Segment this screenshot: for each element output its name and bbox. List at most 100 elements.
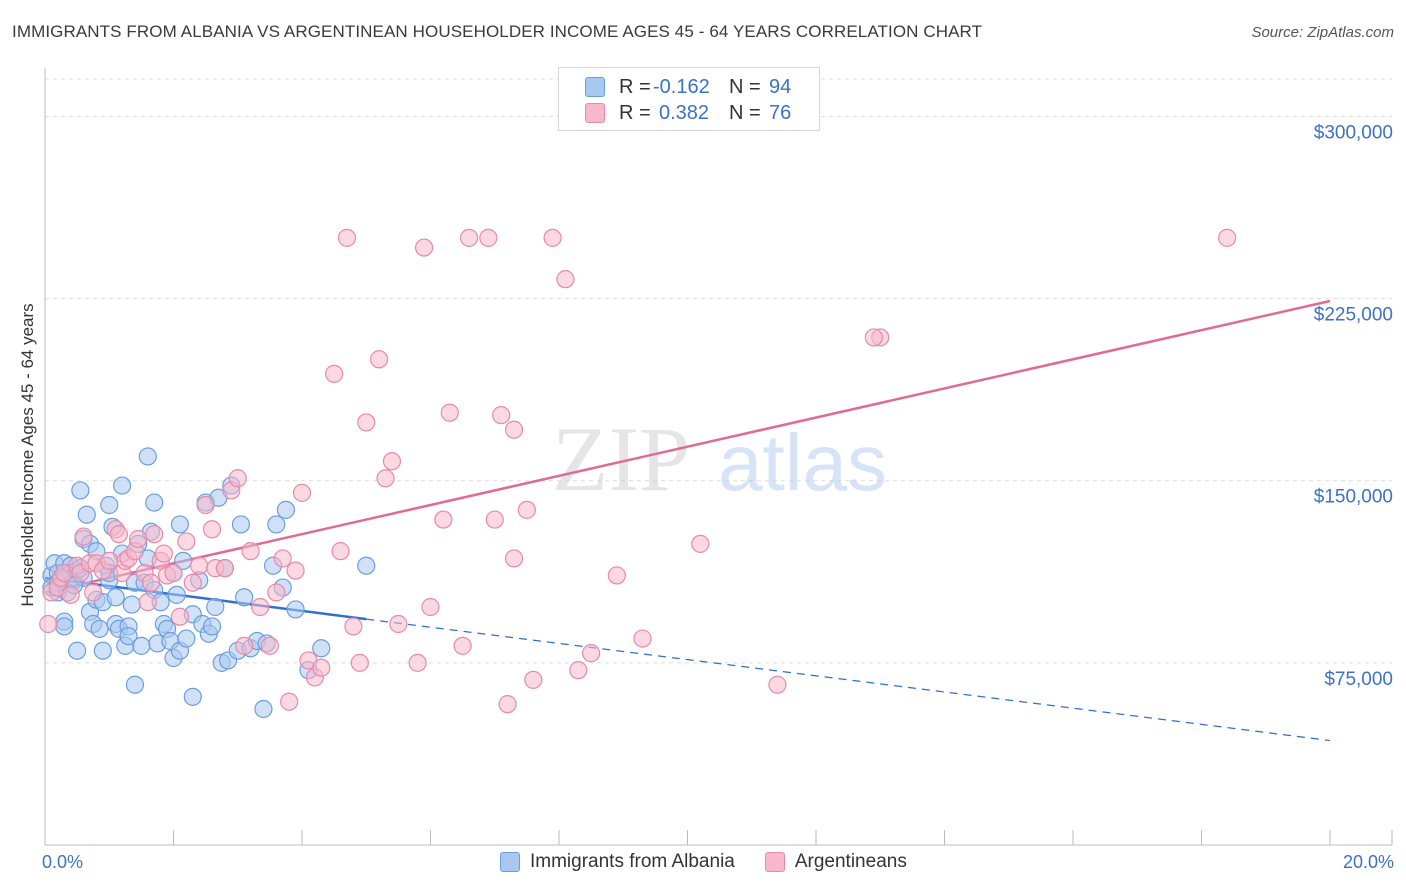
y-tick-label: $75,000 — [1324, 669, 1393, 690]
legend-swatch-blue — [585, 77, 605, 97]
albania-point — [170, 515, 190, 534]
argentinean-point — [273, 549, 292, 568]
argentinean-point — [350, 653, 369, 672]
albania-point — [276, 500, 296, 519]
albania-point — [106, 588, 125, 607]
argentinean-point — [138, 593, 157, 612]
legend-swatch-pink — [585, 103, 605, 123]
argentinean-point — [569, 661, 588, 680]
argentinean-point — [202, 520, 222, 539]
argentinean-point — [492, 406, 511, 425]
argentinean-point — [440, 403, 459, 422]
argentinean-point — [357, 413, 376, 432]
argentinean-point — [325, 364, 344, 383]
grid-lines — [45, 78, 1392, 664]
argentinean-point — [524, 670, 543, 689]
n-value: 76 — [769, 101, 792, 124]
argentinean-point — [84, 583, 103, 602]
argentinean-point — [241, 542, 260, 561]
argentinean-point — [235, 636, 254, 655]
legend-row-argentineans: R = 0.382 N = 76 — [585, 101, 791, 125]
argentinean-point — [100, 551, 119, 570]
argentinean-point — [337, 228, 357, 247]
y-tick-label: $225,000 — [1314, 305, 1393, 326]
argentinean-point — [292, 483, 312, 502]
argentinean-point — [459, 228, 479, 247]
argentinean-point — [633, 629, 652, 648]
legend-item-argentineans[interactable]: Argentineans — [764, 851, 907, 873]
watermark-atlas: atlas — [718, 418, 887, 507]
r-label: R = — [619, 75, 651, 98]
argentinean-point — [864, 328, 883, 347]
albania-point — [183, 687, 202, 706]
legend-swatch-pink — [764, 852, 785, 872]
albania-point — [90, 619, 109, 638]
watermark: ZIP atlas — [552, 408, 887, 510]
albania-point — [235, 588, 254, 607]
argentinean-point — [190, 556, 209, 575]
argentinean-point — [344, 617, 363, 636]
albania-point — [254, 699, 273, 719]
argentinean-point — [768, 675, 787, 694]
data-points — [39, 228, 1237, 719]
x-tick-min: 0.0% — [42, 852, 84, 872]
n-value: 94 — [769, 75, 792, 98]
n-label: N = — [729, 75, 761, 98]
r-label: R = — [619, 101, 651, 124]
argentinean-point — [331, 542, 350, 561]
argentinean-point — [504, 549, 524, 568]
albania-point — [286, 600, 305, 619]
argentinean-point — [39, 614, 58, 634]
argentinean-point — [141, 573, 161, 592]
argentinean-point — [607, 566, 626, 585]
argentinean-point — [370, 350, 389, 369]
albania-point — [55, 617, 74, 636]
argentinean-point — [170, 607, 190, 626]
argentinean-point — [196, 495, 215, 515]
albania-point — [206, 597, 225, 617]
axes — [44, 68, 1393, 846]
series-legend: Immigrants from Albania Argentineans — [500, 851, 937, 873]
argentinean-point — [408, 653, 427, 672]
albania-point — [119, 627, 138, 646]
argentinean-point — [183, 573, 202, 592]
chart-title: IMMIGRANTS FROM ALBANIA VS ARGENTINEAN H… — [12, 22, 983, 41]
albania-point — [177, 629, 196, 648]
y-tick-label: $300,000 — [1314, 122, 1393, 143]
argentinean-point — [485, 510, 504, 529]
legend-item-albania[interactable]: Immigrants from Albania — [500, 851, 735, 873]
argentinean-point — [61, 585, 80, 604]
albania-point — [312, 639, 331, 658]
legend-row-albania: R = -0.162 N = 94 — [585, 75, 791, 99]
argentinean-trend-line — [44, 299, 1331, 594]
argentinean-point — [215, 559, 234, 578]
argentinean-point — [582, 644, 601, 663]
argentinean-point — [389, 614, 408, 634]
r-value: -0.162 — [653, 75, 710, 98]
albania-point — [202, 617, 222, 636]
correlation-legend: R = -0.162 N = 94 R = 0.382 N = 76 — [558, 67, 820, 131]
x-tick-max: 20.0% — [1342, 852, 1394, 872]
legend-swatch-blue — [500, 852, 520, 872]
r-value: 0.382 — [659, 101, 710, 124]
albania-point — [267, 515, 286, 534]
argentinean-point — [556, 270, 575, 289]
albania-point — [93, 641, 112, 660]
albania-point — [167, 585, 186, 604]
albania-trend-projection — [366, 618, 1331, 742]
argentinean-point — [376, 469, 395, 488]
n-label: N = — [729, 101, 761, 124]
albania-point — [357, 556, 376, 575]
argentinean-point — [177, 532, 196, 551]
argentinean-point — [382, 452, 402, 471]
argentinean-point — [129, 529, 148, 549]
argentinean-point — [74, 527, 93, 546]
albania-point — [132, 636, 151, 655]
albania-point — [138, 447, 157, 466]
argentinean-point — [164, 563, 183, 583]
argentinean-point — [154, 544, 173, 563]
albania-point — [122, 595, 141, 614]
y-axis-title: Householder Income Ages 45 - 64 years — [18, 303, 37, 607]
argentinean-point — [145, 525, 164, 544]
